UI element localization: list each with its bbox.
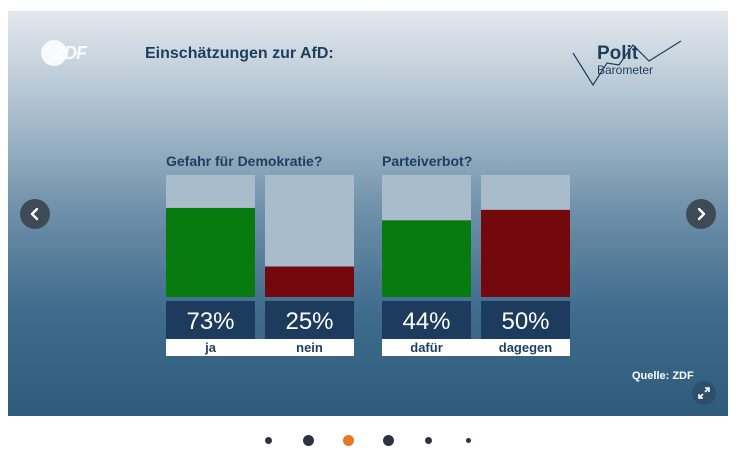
bar [382, 220, 471, 297]
value-box [265, 301, 354, 339]
data-label: 25% [285, 308, 333, 335]
category-label: nein [296, 340, 323, 355]
chart: Gefahr für Demokratie? 73% ja 25% nein Partei… [166, 153, 570, 356]
pagination-dot[interactable] [465, 437, 471, 443]
pagination-dots [0, 430, 744, 450]
category-label: dagegen [499, 340, 553, 355]
pagination-dot[interactable] [264, 436, 272, 444]
pagination-dot[interactable] [424, 436, 432, 444]
source-label: Quelle: ZDF [632, 370, 694, 382]
slide-title: Einschätzungen zur AfD: [145, 45, 334, 62]
expand-button[interactable] [692, 381, 716, 405]
bar [481, 209, 570, 297]
chevron-left-icon [30, 207, 39, 221]
bar [265, 266, 354, 297]
prev-slide-button[interactable] [20, 199, 50, 229]
category-strip [166, 339, 354, 356]
pagination-dot[interactable] [302, 434, 314, 446]
data-label: 50% [501, 308, 549, 335]
pagination-dot-active[interactable] [342, 434, 354, 446]
value-box [481, 301, 570, 339]
chevron-right-icon [697, 207, 706, 221]
bar [166, 207, 255, 297]
chart-title: Gefahr für Demokratie? [166, 153, 322, 169]
zdf-logo: ZDF [41, 40, 93, 66]
next-slide-button[interactable] [686, 199, 716, 229]
pagination-dot[interactable] [382, 434, 394, 446]
value-box [166, 301, 255, 339]
chart-title: Parteiverbot? [382, 153, 472, 169]
politbarometer-logo: Polit Barometer [571, 39, 691, 89]
expand-icon [698, 387, 710, 399]
category-label: dafür [410, 340, 443, 355]
category-label: ja [204, 340, 217, 355]
category-strip [382, 339, 570, 356]
data-label: 73% [186, 308, 234, 335]
value-box [382, 301, 471, 339]
data-label: 44% [402, 308, 450, 335]
slide: ZDF Einschätzungen zur AfD: Polit Barome… [8, 11, 728, 416]
